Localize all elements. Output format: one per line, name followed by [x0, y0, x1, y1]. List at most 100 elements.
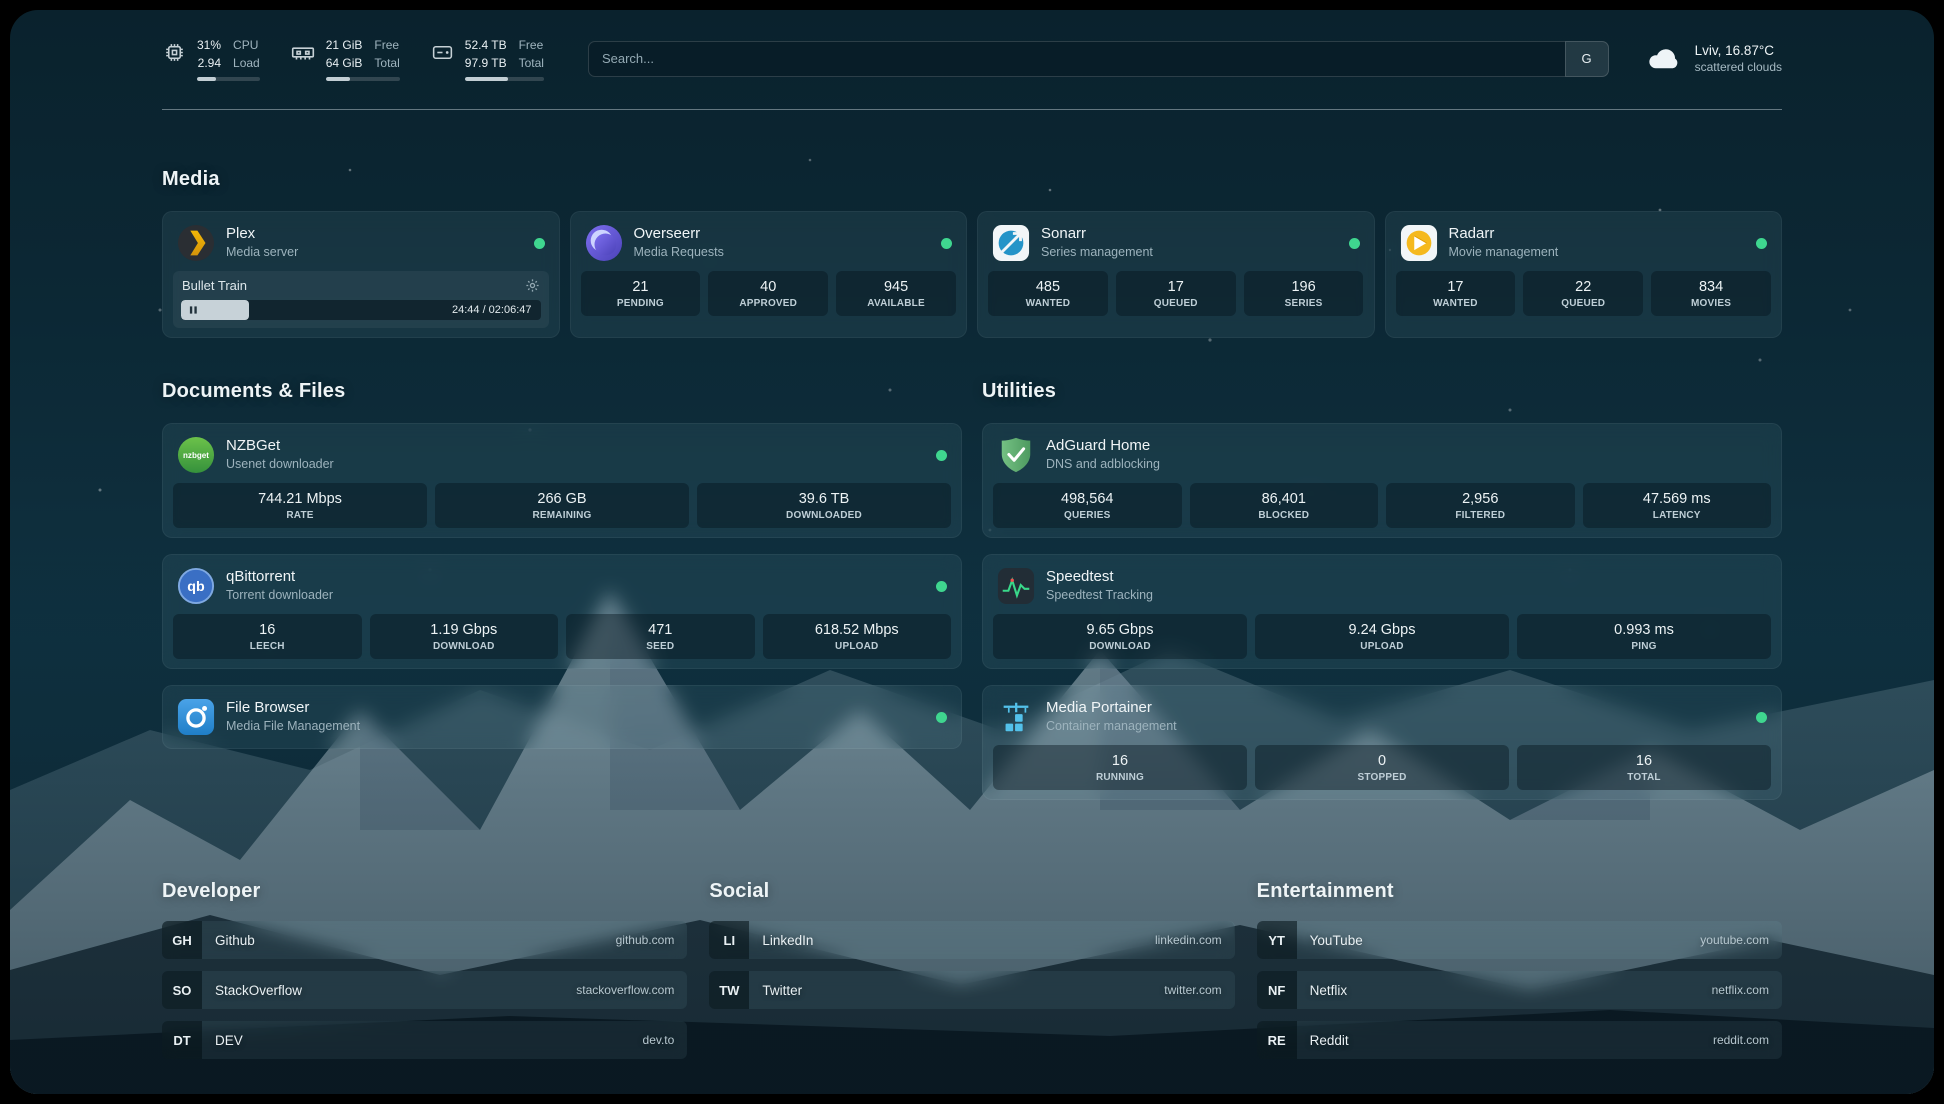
service-subtitle: DNS and adblocking — [1046, 457, 1160, 472]
disk-progress-bar — [464, 77, 544, 81]
stat: 16 LEECH — [173, 614, 362, 659]
settings-gear-icon[interactable] — [525, 278, 540, 293]
service-subtitle: Speedtest Tracking — [1046, 588, 1154, 603]
topbar-divider — [162, 109, 1782, 110]
service-stats: 498,564 QUERIES 86,401 BLOCKED 2,956 FIL… — [993, 483, 1771, 528]
stat: 266 GB REMAINING — [435, 483, 689, 528]
background-tint-overlay — [10, 10, 1934, 1094]
bookmark-domain: linkedin.com — [1154, 933, 1222, 947]
memory-widget: 21 GiB 64 GiB Free Total — [290, 36, 400, 81]
stat: 1.19 Gbps DOWNLOAD — [369, 614, 558, 659]
stat: 0.993 ms PING — [1517, 614, 1771, 659]
bookmark-abbr: SO — [162, 971, 202, 1009]
stat: 945 AVAILABLE — [836, 271, 956, 316]
stat: 471 SEED — [566, 614, 755, 659]
bookmarks-area: Developer GH Github github.com SO StackO… — [162, 816, 1782, 1071]
stat: 17 QUEUED — [1115, 271, 1236, 316]
bookmark-name: YouTube — [1309, 932, 1363, 948]
status-dot — [936, 711, 947, 723]
status-dot — [1756, 237, 1767, 249]
pause-icon[interactable] — [189, 306, 198, 315]
plex-icon — [177, 224, 215, 262]
bookmark-name: Twitter — [762, 982, 803, 998]
service-card-portainer[interactable]: Media Portainer Container management 16 … — [982, 685, 1782, 800]
service-stats: 16 RUNNING 0 STOPPED 16 TOTAL — [993, 745, 1771, 790]
bookmark-name: Reddit — [1309, 1032, 1349, 1048]
service-stats: 17 WANTED 22 QUEUED 834 MOVIES — [1395, 271, 1772, 316]
memory-icon — [290, 40, 316, 66]
search-provider-button[interactable]: G — [1564, 40, 1609, 77]
bookmark-name: Netflix — [1309, 982, 1348, 998]
stat: 498,564 QUERIES — [993, 483, 1182, 528]
service-name: Overseerr — [633, 225, 701, 243]
bookmarks-group-entertainment: Entertainment YT YouTube youtube.com NF … — [1256, 816, 1782, 1071]
stat: 39.6 TB DOWNLOADED — [697, 483, 951, 528]
cloud-icon — [1645, 40, 1682, 77]
service-card-plex[interactable]: Plex Media server Bullet Train — [162, 211, 560, 338]
service-name: File Browser — [226, 699, 310, 717]
bookmark-netflix[interactable]: NF Netflix netflix.com — [1256, 971, 1782, 1009]
stat: 485 WANTED — [988, 271, 1108, 316]
service-card-radarr[interactable]: Radarr Movie management 17 WANTED 22 QUE… — [1384, 211, 1782, 338]
bookmark-abbr: RE — [1256, 1021, 1297, 1059]
service-stats: 9.65 Gbps DOWNLOAD 9.24 Gbps UPLOAD 0.99… — [993, 614, 1771, 659]
stat: 618.52 Mbps UPLOAD — [762, 614, 951, 659]
adguard-icon — [997, 436, 1035, 474]
cpu-labels: CPU Load — [233, 38, 260, 70]
section-title-entertainment: Entertainment — [1256, 880, 1394, 902]
service-card-overseerr[interactable]: Overseerr Media Requests 21 PENDING 40 A… — [569, 211, 967, 338]
playback-progress-bar: 24:44 / 02:06:47 — [181, 300, 541, 320]
status-dot — [1348, 237, 1360, 249]
disk-values: 52.4 TB 97.9 TB — [464, 38, 507, 70]
bookmark-abbr: NF — [1256, 971, 1297, 1009]
stat: 2,956 FILTERED — [1386, 483, 1575, 528]
bookmark-name: StackOverflow — [215, 982, 303, 998]
bookmark-domain: twitter.com — [1164, 983, 1222, 997]
service-card-speedtest[interactable]: Speedtest Speedtest Tracking 9.65 Gbps D… — [982, 554, 1782, 669]
stat: 40 APPROVED — [708, 271, 829, 316]
stat: 16 TOTAL — [1517, 745, 1771, 790]
qbittorrent-icon: qb — [177, 567, 215, 605]
stat: 196 SERIES — [1243, 271, 1364, 316]
service-name: Speedtest — [1046, 568, 1114, 586]
search-bar: G — [587, 40, 1609, 77]
service-subtitle: Media server — [226, 245, 299, 260]
bookmark-github[interactable]: GH Github github.com — [162, 921, 688, 959]
service-subtitle: Container management — [1046, 719, 1177, 734]
bookmark-abbr: LI — [709, 921, 750, 959]
service-name: Sonarr — [1041, 225, 1087, 243]
bookmark-linkedin[interactable]: LI LinkedIn linkedin.com — [709, 921, 1235, 959]
svg-text:qb: qb — [187, 579, 205, 595]
bookmark-abbr: TW — [709, 971, 750, 1009]
service-card-nzbget[interactable]: nzbget NZBGet Usenet downloader 744.21 M… — [162, 423, 962, 538]
bookmark-youtube[interactable]: YT YouTube youtube.com — [1256, 921, 1782, 959]
stat: 47.569 ms LATENCY — [1582, 483, 1771, 528]
status-dot — [533, 237, 545, 249]
search-input[interactable] — [587, 40, 1565, 77]
bookmarks-group-developer: Developer GH Github github.com SO StackO… — [162, 816, 688, 1071]
service-stats: 16 LEECH 1.19 Gbps DOWNLOAD 471 SEED 6 — [173, 614, 951, 659]
section-title-developer: Developer — [162, 880, 261, 902]
memory-labels: Free Total — [374, 38, 400, 70]
bookmark-twitter[interactable]: TW Twitter twitter.com — [709, 971, 1235, 1009]
status-dot — [936, 580, 947, 592]
service-name: qBittorrent — [226, 568, 296, 586]
bookmark-reddit[interactable]: RE Reddit reddit.com — [1256, 1021, 1782, 1059]
status-dot — [1756, 711, 1767, 723]
service-card-sonarr[interactable]: Sonarr Series management 485 WANTED 17 Q… — [977, 211, 1375, 338]
filebrowser-icon — [177, 698, 215, 736]
bookmark-dev[interactable]: DT DEV dev.to — [162, 1021, 688, 1059]
disk-widget: 52.4 TB 97.9 TB Free Total — [430, 36, 544, 81]
service-card-adguard[interactable]: AdGuard Home DNS and adblocking 498,564 … — [982, 423, 1782, 538]
service-stats: 485 WANTED 17 QUEUED 196 SERIES — [988, 271, 1364, 316]
nzbget-icon: nzbget — [177, 436, 215, 474]
radarr-icon — [1400, 224, 1438, 262]
top-bar: 31% 2.94 CPU Load — [162, 36, 1782, 81]
status-dot — [941, 237, 952, 249]
service-card-filebrowser[interactable]: File Browser Media File Management — [162, 685, 962, 749]
sonarr-icon — [992, 224, 1030, 262]
service-name: NZBGet — [226, 437, 281, 455]
bookmark-abbr: DT — [162, 1021, 202, 1059]
bookmark-stackoverflow[interactable]: SO StackOverflow stackoverflow.com — [162, 971, 688, 1009]
service-card-qbittorrent[interactable]: qb qBittorrent Torrent downloader 16 LEE… — [162, 554, 962, 669]
